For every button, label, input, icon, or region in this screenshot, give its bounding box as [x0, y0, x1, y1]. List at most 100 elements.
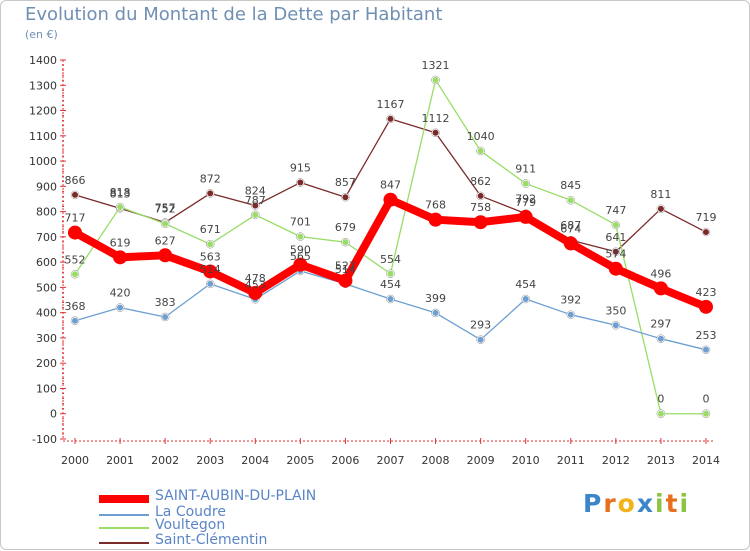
data-point: [657, 335, 664, 342]
data-point: [203, 264, 218, 279]
x-tick-label: 2003: [196, 454, 224, 467]
data-point: [162, 220, 169, 227]
data-label: 787: [245, 194, 266, 207]
data-point: [522, 296, 529, 303]
data-point: [612, 322, 619, 329]
data-point: [117, 204, 124, 211]
data-label: 687: [560, 219, 581, 232]
data-point: [657, 410, 664, 417]
data-point: [387, 115, 394, 122]
y-tick-label: 300: [36, 332, 57, 345]
data-point: [72, 191, 78, 198]
data-label: 915: [290, 162, 311, 175]
data-label: 453: [245, 278, 266, 291]
data-label: 554: [380, 253, 401, 266]
logo-letter: o: [617, 489, 637, 518]
data-point: [428, 212, 443, 227]
data-label: 674: [560, 222, 581, 235]
logo-letter: i: [679, 489, 691, 518]
data-point: [612, 221, 619, 228]
data-label: 824: [245, 185, 266, 198]
data-label: 679: [335, 221, 356, 234]
data-label: 717: [65, 212, 86, 225]
proxiti-logo: Proxiti: [583, 489, 690, 518]
data-label: 383: [155, 296, 176, 309]
data-point: [117, 304, 124, 311]
data-point: [432, 129, 439, 136]
legend-label: Saint-Clémentin: [155, 532, 268, 548]
data-label: 847: [380, 179, 401, 192]
data-point: [207, 190, 214, 197]
y-tick-label: 1300: [29, 79, 57, 92]
data-point: [207, 241, 214, 248]
data-label: 565: [290, 250, 311, 263]
data-point: [608, 261, 623, 276]
data-label: 768: [425, 199, 446, 212]
data-label: 719: [695, 211, 716, 224]
data-label: 297: [650, 318, 671, 331]
data-point: [252, 202, 259, 209]
data-label: 552: [65, 253, 86, 266]
data-point: [72, 317, 78, 324]
data-label: 1321: [422, 59, 450, 72]
data-point: [387, 296, 394, 303]
data-point: [702, 229, 709, 236]
legend-swatch: [99, 527, 149, 529]
legend-label: La Coudre: [155, 504, 226, 520]
y-tick-label: 1100: [29, 130, 57, 143]
data-label: 420: [110, 287, 131, 300]
data-point: [563, 236, 578, 251]
x-tick-label: 2013: [647, 454, 675, 467]
legend-label: SAINT-AUBIN-DU-PLAIN: [155, 488, 317, 504]
data-label: 368: [65, 300, 86, 313]
y-tick-label: 500: [36, 281, 57, 294]
data-label: 574: [605, 248, 626, 261]
data-point: [342, 194, 349, 201]
data-label: 747: [605, 204, 626, 217]
data-point: [162, 313, 169, 320]
x-tick-label: 2009: [467, 454, 495, 467]
data-point: [72, 271, 78, 278]
data-label: 671: [200, 223, 221, 236]
logo-letter: P: [583, 489, 604, 518]
x-tick-label: 2006: [331, 454, 359, 467]
data-label: 641: [605, 231, 626, 244]
data-point: [252, 211, 259, 218]
data-point: [567, 311, 574, 318]
data-point: [113, 250, 128, 265]
data-point: [698, 299, 713, 314]
data-label: 399: [425, 292, 446, 305]
data-label: 811: [650, 188, 671, 201]
data-point: [702, 346, 709, 353]
data-label: 423: [695, 286, 716, 299]
data-label: 478: [245, 272, 266, 285]
data-point: [248, 285, 263, 300]
x-tick-label: 2002: [151, 454, 179, 467]
x-tick-label: 2014: [692, 454, 720, 467]
data-point: [297, 179, 304, 186]
y-tick-label: 600: [36, 256, 57, 269]
y-tick-label: 900: [36, 180, 57, 193]
data-label: 350: [605, 304, 626, 317]
logo-letter: i: [655, 489, 666, 518]
data-label: 590: [290, 244, 311, 257]
data-label: 527: [335, 260, 356, 273]
legend-label: Voultegon: [155, 517, 226, 533]
data-point: [657, 205, 664, 212]
logo-letter: x: [636, 489, 655, 518]
chart-subtitle: (en €): [25, 28, 58, 41]
data-label: 872: [200, 172, 221, 185]
data-label: 1040: [467, 130, 495, 143]
data-point: [207, 280, 214, 287]
data-label: 752: [155, 203, 176, 216]
x-tick-label: 2005: [286, 454, 314, 467]
data-point: [477, 336, 484, 343]
x-tick-label: 2004: [241, 454, 269, 467]
y-tick-label: 1400: [29, 54, 57, 67]
data-point: [158, 248, 173, 263]
logo-letter: r: [603, 489, 618, 518]
data-label: 701: [290, 216, 311, 229]
data-point: [653, 281, 668, 296]
data-point: [383, 192, 398, 207]
